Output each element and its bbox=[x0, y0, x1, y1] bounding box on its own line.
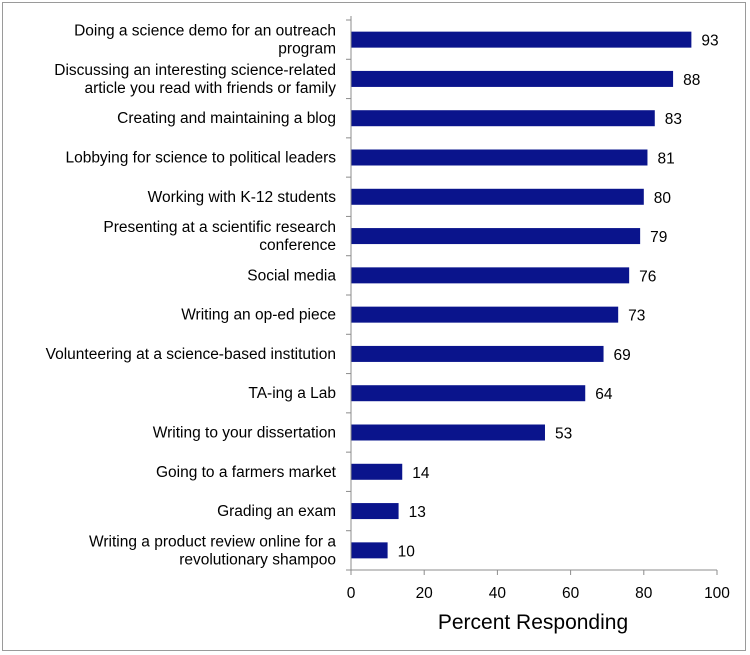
x-tick-label: 20 bbox=[416, 585, 434, 602]
category-label: Writing to your dissertation bbox=[153, 425, 336, 442]
category-label: TA-ing a Lab bbox=[248, 385, 336, 402]
category-label: Discussing an interesting science-relate… bbox=[54, 62, 336, 79]
value-labels: 93 88 83 81 80 79 76 73 69 64 53 14 13 10 bbox=[398, 33, 719, 561]
bar bbox=[351, 267, 630, 284]
bar bbox=[351, 149, 648, 166]
bar bbox=[351, 503, 399, 520]
category-label: Social media bbox=[247, 267, 336, 284]
data-label: 88 bbox=[683, 72, 700, 89]
category-label: Going to a farmers market bbox=[156, 464, 337, 481]
data-label: 79 bbox=[650, 229, 667, 246]
category-label: Creating and maintaining a blog bbox=[117, 110, 336, 127]
data-label: 53 bbox=[555, 426, 572, 443]
category-label: Working with K-12 students bbox=[148, 189, 337, 206]
data-label: 81 bbox=[657, 151, 674, 168]
category-label: program bbox=[278, 41, 336, 58]
bar bbox=[351, 188, 644, 205]
category-label: Volunteering at a science-based institut… bbox=[46, 346, 336, 363]
category-label: conference bbox=[259, 237, 336, 254]
data-label: 83 bbox=[665, 111, 682, 128]
bar bbox=[351, 228, 641, 245]
x-axis-title: Percent Responding bbox=[438, 611, 628, 634]
category-label: Lobbying for science to political leader… bbox=[65, 150, 336, 167]
bar bbox=[351, 110, 655, 127]
bar bbox=[351, 385, 586, 402]
data-label: 10 bbox=[398, 543, 416, 560]
bar bbox=[351, 306, 619, 323]
category-label: Writing a product review online for a bbox=[89, 533, 336, 550]
x-tick-label: 100 bbox=[704, 585, 730, 602]
x-tick-label: 80 bbox=[635, 585, 653, 602]
bar bbox=[351, 542, 388, 559]
data-label: 80 bbox=[654, 190, 672, 207]
data-label: 76 bbox=[639, 268, 656, 285]
bar bbox=[351, 345, 604, 362]
data-label: 93 bbox=[701, 33, 718, 50]
data-label: 64 bbox=[595, 386, 613, 403]
category-label: Writing an op-ed piece bbox=[181, 307, 336, 324]
data-label: 69 bbox=[614, 347, 631, 364]
x-tick-label: 40 bbox=[489, 585, 507, 602]
category-label: revolutionary shampoo bbox=[179, 551, 336, 568]
bar bbox=[351, 31, 692, 48]
x-tick-label: 0 bbox=[347, 585, 356, 602]
data-label: 13 bbox=[409, 504, 426, 521]
x-tick-label: 60 bbox=[562, 585, 580, 602]
category-label: article you read with friends or family bbox=[84, 80, 336, 97]
bar bbox=[351, 70, 674, 87]
bars bbox=[351, 31, 692, 559]
bar bbox=[351, 463, 403, 480]
bar bbox=[351, 424, 545, 441]
data-label: 14 bbox=[412, 465, 430, 482]
category-label: Doing a science demo for an outreach bbox=[74, 23, 336, 40]
data-label: 73 bbox=[628, 308, 645, 325]
category-labels: Doing a science demo for an outreachprog… bbox=[46, 23, 337, 569]
category-label: Grading an exam bbox=[217, 503, 336, 520]
x-axis: 0 20 40 60 80 100 bbox=[346, 16, 730, 602]
category-label: Presenting at a scientific research bbox=[103, 219, 336, 236]
